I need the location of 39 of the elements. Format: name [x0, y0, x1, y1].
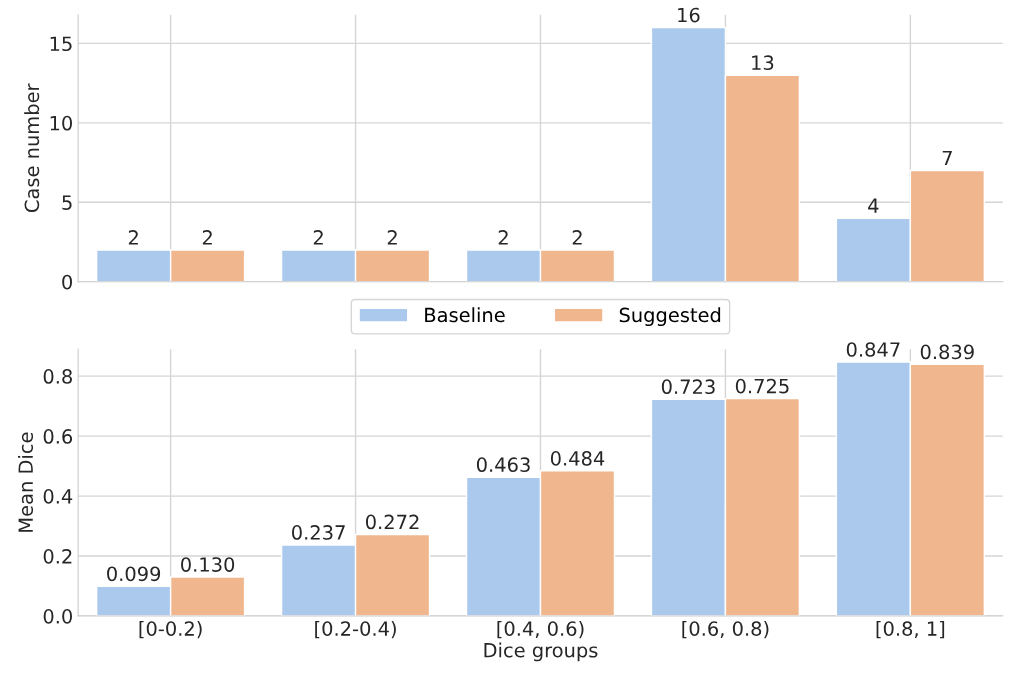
y-tick-label: 0.8 — [43, 369, 72, 384]
data-label: 4 — [868, 198, 879, 213]
y-tick-label: 0 — [62, 274, 72, 290]
x-tick-label: [0.4, 0.6) — [497, 620, 584, 639]
x-tick-label: [0.2-0.4) — [315, 620, 396, 639]
data-label: 0.847 — [846, 342, 900, 357]
data-label: 0.484 — [550, 451, 605, 466]
x-tick-label: [0-0.2) — [139, 620, 202, 639]
data-label: 2 — [202, 230, 212, 245]
x-tick-label: [0.8, 1] — [876, 620, 945, 639]
data-label: 0.272 — [365, 514, 419, 530]
legend-label: Baseline — [425, 307, 505, 323]
data-label: 2 — [313, 230, 323, 245]
x-axis-title: Dice groups — [484, 642, 598, 662]
y-tick-label: 10 — [50, 115, 72, 131]
y-tick-label: 0.4 — [43, 489, 73, 504]
y-axis-title: Case number — [24, 83, 40, 213]
data-label: 16 — [678, 7, 700, 23]
data-label: 0.463 — [476, 457, 530, 473]
data-label: 7 — [942, 150, 952, 166]
data-label: 13 — [752, 55, 774, 71]
legend-label: Suggested — [619, 307, 721, 327]
data-label: 2 — [498, 230, 508, 245]
data-label: 0.237 — [292, 525, 345, 540]
data-label: 0.725 — [735, 378, 789, 394]
data-label: 0.099 — [107, 566, 161, 582]
data-label: 2 — [387, 230, 397, 245]
data-label: 0.130 — [181, 557, 235, 572]
x-tick-label: [0.6, 0.8) — [682, 620, 769, 639]
data-label: 2 — [128, 230, 138, 245]
y-tick-label: 0.0 — [43, 608, 72, 624]
y-tick-label: 0.2 — [43, 549, 72, 564]
data-label: 2 — [572, 230, 582, 245]
data-label: 0.839 — [920, 344, 974, 360]
y-tick-label: 0.6 — [43, 429, 73, 444]
y-axis-title: Mean Dice — [18, 432, 34, 532]
y-tick-label: 15 — [50, 36, 72, 52]
y-tick-label: 5 — [62, 195, 72, 210]
data-label: 0.723 — [661, 379, 715, 395]
